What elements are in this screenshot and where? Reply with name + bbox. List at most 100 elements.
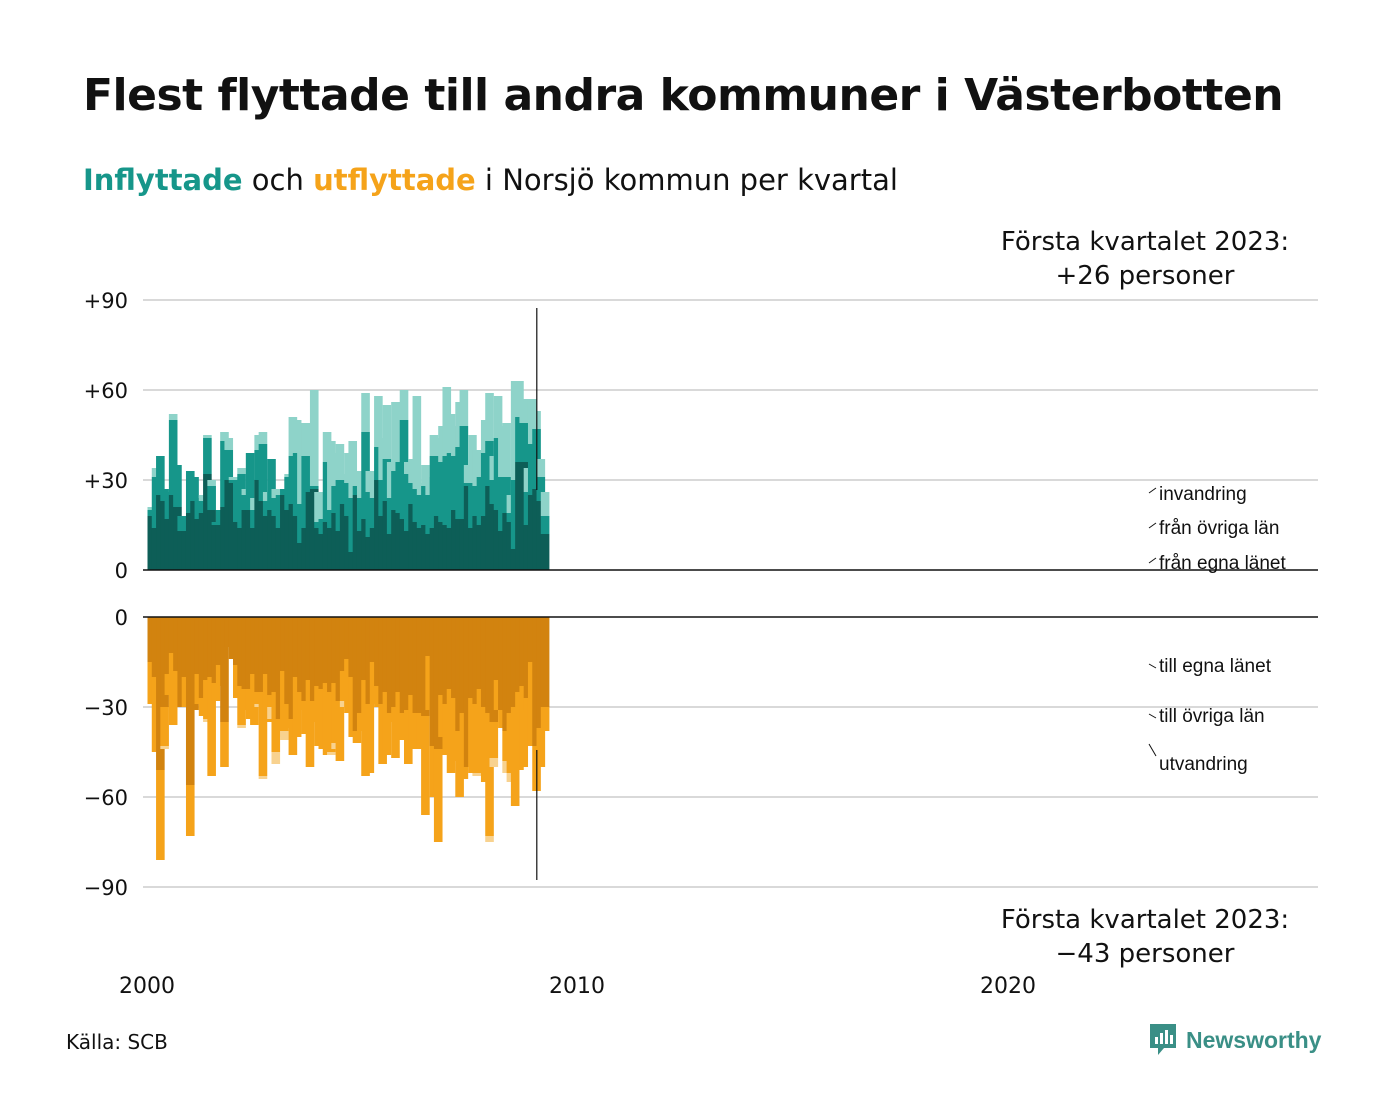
outflow-bar-ovriga (382, 692, 392, 755)
legend-label-inflow: från övriga län (1159, 518, 1279, 539)
outflow-bar-ovriga (156, 770, 165, 860)
legend-leader (1148, 743, 1157, 757)
inflow-bar-ovriga (168, 420, 178, 495)
subtitle-inflow-word: Inflyttade (83, 163, 243, 197)
outflow-bar-ovriga (160, 707, 169, 746)
outflow-bar-utvandring (485, 836, 494, 842)
inflow-bar-invandring (485, 393, 494, 441)
legend-leader (1148, 713, 1157, 719)
y-tick-label: +60 (84, 379, 128, 403)
outflow-bar-ovriga (185, 785, 195, 836)
inflow-bar-ovriga (190, 477, 199, 501)
subtitle-outflow-word: utflyttade (313, 163, 476, 197)
outflow-bar-utvandring (271, 752, 281, 764)
outflow-bar-ovriga (421, 716, 430, 815)
inflow-bar-invandring (220, 432, 229, 441)
annotation-bottom: Första kvartalet 2023: (1001, 905, 1289, 935)
inflow-bar-ovriga (245, 453, 255, 510)
legend-label-inflow: invandring (1159, 484, 1247, 505)
inflow-bar-invandring (203, 435, 212, 438)
outflow-bar-ovriga (207, 677, 216, 776)
inflow-bar-ovriga (173, 465, 182, 507)
outflow-bar-ovriga (352, 731, 362, 743)
inflow-bar-invandring (207, 480, 216, 486)
inflow-bar-invandring (502, 423, 511, 477)
inflow-bar-invandring (412, 396, 422, 489)
inflow-bar-invandring (536, 459, 546, 477)
source-label: Källa: SCB (66, 1030, 168, 1054)
legend-label-outflow: utvandring (1159, 754, 1248, 775)
inflow-bars (147, 381, 550, 570)
gridlines (143, 299, 1318, 888)
inflow-bar-ovriga (519, 423, 529, 462)
outflow-bar-ovriga (540, 707, 550, 731)
inflow-bar-invandring (309, 390, 319, 486)
inflow-bar-invandring (540, 492, 550, 516)
x-tick-label: 2000 (119, 974, 175, 999)
outflow-bar-ovriga (536, 728, 546, 767)
brand-logo[interactable]: Newsworthy (1148, 1022, 1321, 1058)
y-tick-label: 0 (115, 559, 128, 583)
inflow-bar-ovriga (536, 477, 546, 501)
inflow-bar-ovriga (203, 438, 212, 474)
inflow-bar-ovriga (156, 456, 165, 495)
inflow-bar-invandring (382, 405, 392, 459)
inflow-bar-invandring (224, 438, 234, 450)
subtitle-connector: och (242, 163, 314, 197)
outflow-bar-utvandring (237, 725, 246, 728)
inflow-bar-invandring (168, 414, 178, 420)
outflow-bar-ovriga (305, 680, 315, 767)
annotation-top: +26 personer (1056, 261, 1235, 291)
y-tick-label: −60 (84, 786, 128, 810)
outflow-bar-utvandring (258, 776, 268, 779)
outflow-bar-utvandring (280, 731, 289, 740)
legend-leader (1148, 663, 1157, 669)
inflow-bar-invandring (519, 399, 529, 423)
x-tick-label: 2020 (980, 974, 1036, 999)
inflow-bar-invandring (258, 432, 268, 444)
chart-subtitle: Inflyttade och utflyttade i Norsjö kommu… (83, 163, 898, 197)
outflow-bars (147, 617, 550, 860)
legend-label-outflow: till egna länet (1159, 656, 1272, 677)
inflow-bar-invandring (335, 444, 345, 480)
brand-name: Newsworthy (1186, 1026, 1322, 1053)
axes (143, 308, 1318, 880)
outflow-bar-utvandring (327, 752, 336, 755)
outflow-bar-ovriga (258, 692, 268, 776)
subtitle-rest: i Norsjö kommun per kvartal (475, 163, 898, 197)
outflow-bar-utvandring (160, 746, 169, 749)
inflow-bar-ovriga (540, 516, 550, 534)
inflow-bar-ovriga (207, 486, 216, 510)
inflow-bar-egna (540, 534, 550, 570)
outflow-bar-ovriga (519, 686, 529, 767)
inflow-bar-invandring (361, 393, 370, 432)
y-tick-label: −30 (84, 696, 128, 720)
x-tick-label: 2010 (549, 974, 605, 999)
outflow-bar-ovriga (335, 701, 345, 761)
inflow-bar-invandring (399, 390, 409, 420)
inflow-bar-invandring (493, 396, 503, 438)
inflow-bar-invandring (421, 465, 430, 486)
outflow-bar-ovriga (485, 713, 494, 836)
outflow-bar-ovriga (220, 722, 229, 767)
inflow-bar-invandring (348, 441, 358, 498)
inflow-bar-ovriga (258, 444, 268, 501)
legend-leader (1148, 522, 1157, 529)
y-tick-label: −90 (84, 876, 128, 900)
outflow-bar-egna (540, 617, 550, 707)
y-tick-label: +30 (84, 469, 128, 493)
inflow-bar-ovriga (267, 459, 276, 510)
y-tick-label: +90 (84, 289, 128, 313)
legend-label-outflow: till övriga län (1159, 706, 1265, 727)
outflow-bar-ovriga (489, 722, 499, 758)
legend-leader (1148, 557, 1157, 564)
chart-title: Flest flyttade till andra kommuner i Väs… (83, 70, 1284, 121)
outflow-bar-egna (220, 617, 229, 722)
inflow-bar-invandring (237, 468, 246, 474)
inflow-bar-invandring (459, 390, 469, 426)
outflow-bar-ovriga (433, 749, 443, 842)
chart-labels: +90 +60 +30 0 0 −30 −60 −90 Första kvartalet 202… (84, 227, 1290, 999)
annotation-bottom: −43 personer (1056, 939, 1235, 969)
newsworthy-icon (1150, 1024, 1176, 1055)
outflow-bar-ovriga (365, 704, 375, 773)
